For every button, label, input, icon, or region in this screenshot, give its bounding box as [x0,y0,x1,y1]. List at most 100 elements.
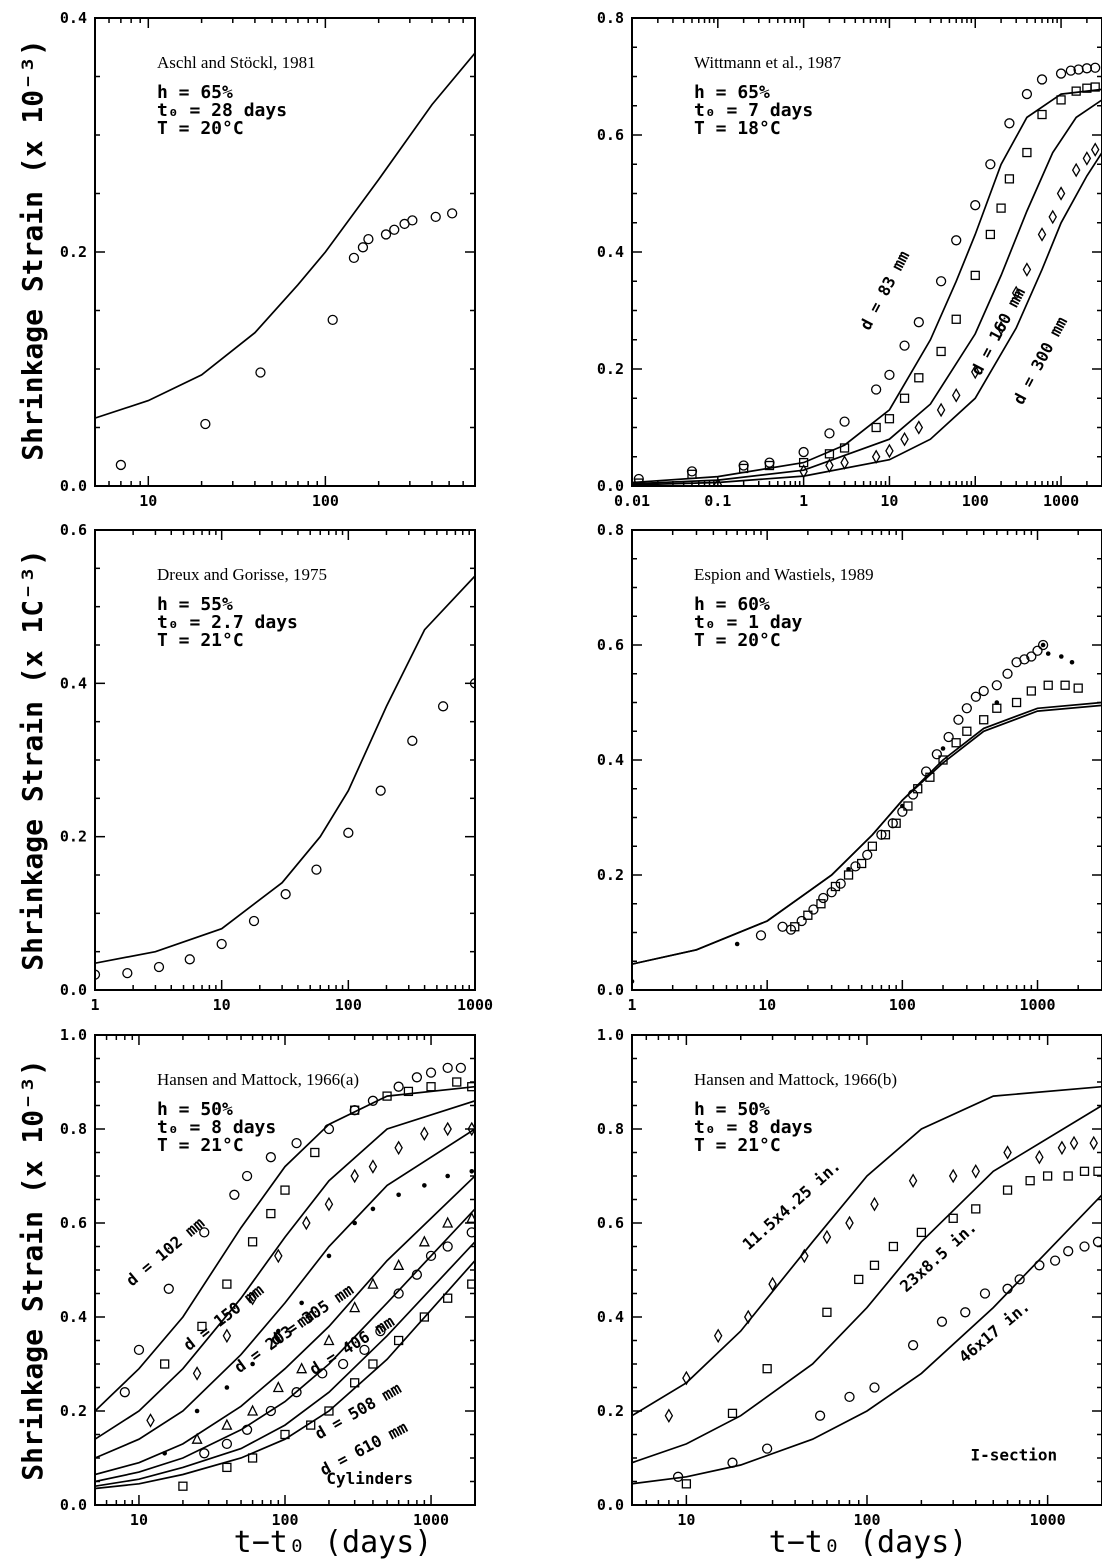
parameter-text: t₀ = 28 days [157,100,287,121]
data-point-diamond [248,1290,257,1306]
parameter-text: T = 20°C [157,118,244,139]
x-tick-label: 10 [758,996,776,1014]
data-point-star [994,700,1000,705]
y-axis-label-top: Shrinkage Strain (x 10⁻³) [16,39,49,460]
data-point-circle [357,242,369,253]
data-point-square [1079,1166,1090,1176]
model-curve [95,1099,475,1440]
data-point-diamond [845,1215,854,1231]
data-point-square [1002,1185,1013,1195]
x-tick-label: 0.01 [614,492,650,510]
y-tick-label: 1.0 [597,1026,624,1044]
x-tick-label: 1 [799,492,808,510]
model-curve [95,575,475,965]
data-point-circle [1055,68,1067,79]
data-point-square [280,1185,290,1195]
data-point-star [445,1173,450,1179]
model-curve [632,1104,1102,1464]
source-citation: Hansen and Mattock, 1966(b) [694,1070,897,1089]
data-point-circle [755,930,767,941]
data-point-circle [943,731,954,743]
data-point-square [1022,147,1032,158]
x-tick-label: 1 [627,996,636,1014]
data-point-square [160,1359,170,1369]
data-point-triangle [221,1418,233,1430]
data-point-circle [850,861,861,872]
data-point-circle [280,889,291,900]
data-point-circle [761,1443,773,1454]
data-point-square [1037,109,1047,120]
data-point-triangle [296,1362,308,1374]
data-point-circle [1079,1241,1090,1252]
source-citation: Aschl and Stöckl, 1981 [157,53,316,72]
data-point-triangle [247,1404,259,1416]
data-point-square [803,910,813,920]
source-citation: Wittmann et al., 1987 [694,53,842,72]
data-point-circle [991,680,1002,691]
data-point-circle [1081,63,1093,74]
data-point-diamond [871,449,881,465]
data-point-square [178,1481,188,1491]
data-point-square [1090,82,1100,92]
data-layer [95,575,475,980]
y-tick-label: 0.2 [597,866,624,884]
data-point-square [854,1274,864,1285]
data-point-triangle [418,1235,430,1247]
data-point-circle [115,459,127,471]
data-point-circle [961,703,972,714]
parameter-text: T = 21°C [157,1135,244,1156]
data-point-diamond [324,1196,334,1212]
chart-panel-5: 10 100 1000 0.0 0.2 0.4 0.6 0.8 1.0 Hansen and Ma… [60,1026,476,1529]
y-tick-label: 0.8 [597,1120,624,1138]
model-curve [95,1208,475,1483]
data-point-star [194,1408,200,1414]
data-point-circle [907,1340,919,1351]
model-curve [95,1241,475,1488]
data-point-square [1073,683,1083,693]
y-tick-label: 1.0 [60,1026,87,1044]
data-point-circle [343,827,354,838]
data-point-square [368,1359,378,1369]
data-point-diamond [768,1276,777,1292]
data-point-circle [1049,1255,1061,1266]
data-point-circle [389,224,400,235]
data-point-circle [808,904,819,915]
data-point-square [280,1429,290,1440]
model-curve [632,88,1102,484]
data-point-square [681,1479,692,1489]
x-tick-label: 1000 [1043,492,1079,510]
curve-label: 11.5x4.25 in. [739,1156,845,1254]
y-tick-label: 0.0 [597,477,624,495]
data-point-diamond [682,1370,691,1386]
parameter-text: T = 21°C [157,630,244,651]
data-point-diamond [908,1173,918,1188]
data-point-diamond [420,1126,429,1141]
data-point-diamond [996,320,1006,336]
data-point-circle [1026,651,1037,662]
data-point-diamond [800,1248,809,1264]
curve-label: I-section [970,1445,1057,1464]
data-point-circle [200,418,211,430]
data-point-square [948,1213,958,1223]
data-point-diamond [822,1229,832,1245]
data-point-diamond [302,1215,311,1231]
x-tick-label: 1000 [457,996,493,1014]
data-point-triangle [466,1211,475,1223]
x-tick-label: 1000 [1019,996,1055,1014]
y-tick-label: 0.8 [597,9,624,27]
model-curve [632,701,1102,965]
data-point-circle [442,1062,453,1074]
data-point-circle [727,1457,738,1468]
y-tick-label: 0.6 [60,1214,87,1232]
data-point-square [419,1312,430,1322]
data-point-square [1093,1166,1102,1176]
data-point-circle [317,1368,328,1379]
data-point-diamond [1069,1135,1079,1151]
data-point-star [422,1183,427,1188]
data-point-square [867,841,878,851]
data-point-diamond [1057,1140,1067,1156]
data-point-circle [411,1072,423,1083]
data-point-circle [686,466,698,477]
data-point-circle [935,276,947,287]
data-point-circle [425,1067,437,1078]
